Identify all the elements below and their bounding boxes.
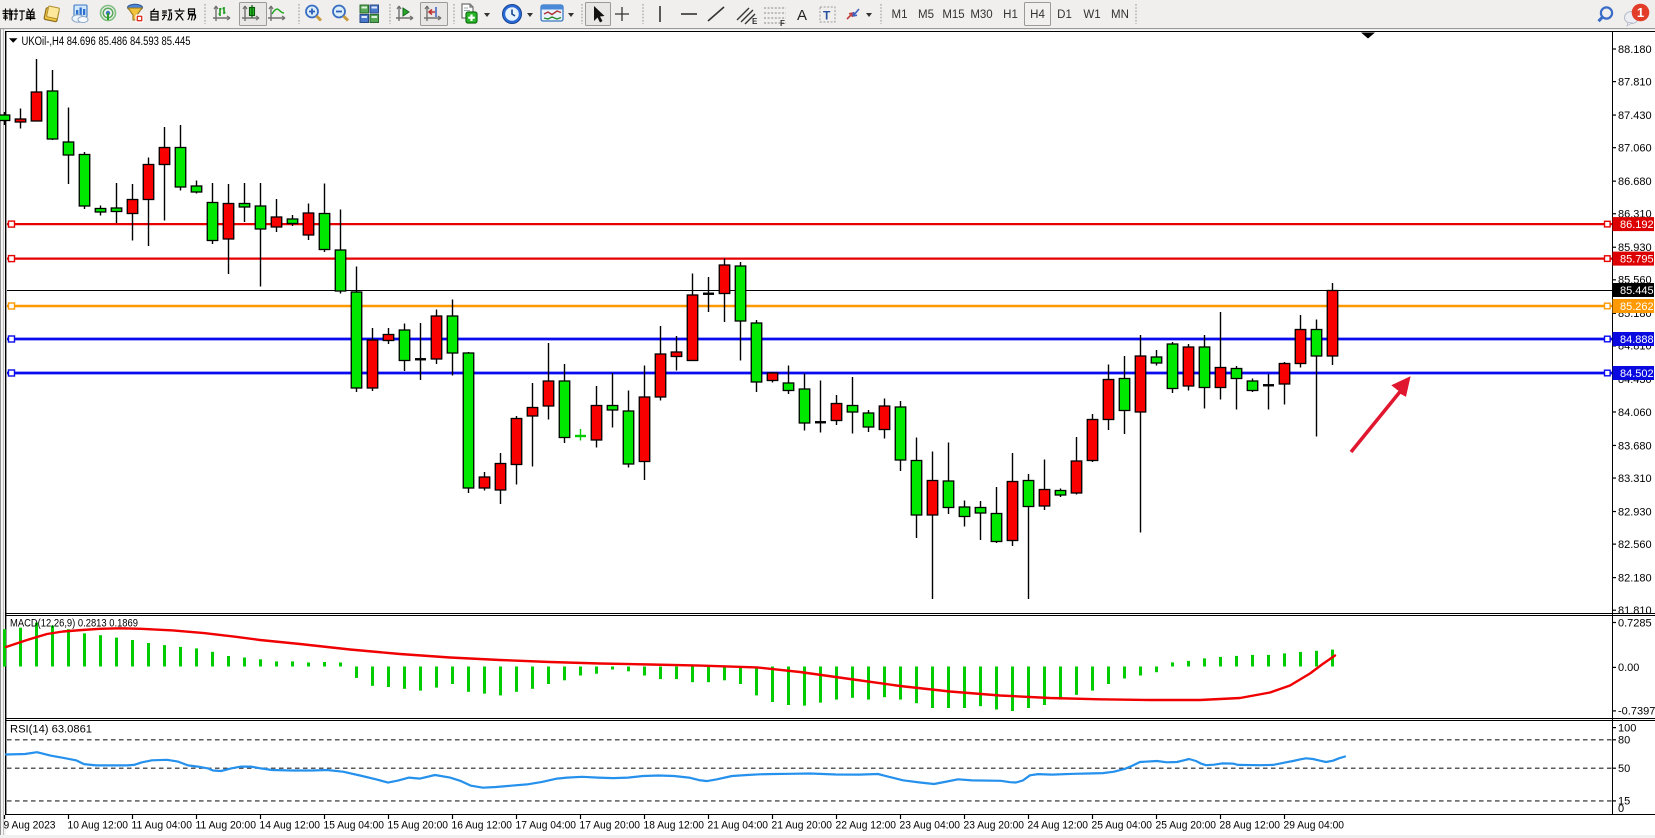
svg-text:25 Aug 20:00: 25 Aug 20:00	[1156, 820, 1217, 832]
svg-text:UKOil-,H4 84.696 85.486 84.59: UKOil-,H4 84.696 85.486 84.593 85.445	[22, 36, 191, 48]
svg-text:14 Aug 12:00: 14 Aug 12:00	[260, 820, 321, 832]
svg-text:83.310: 83.310	[1618, 473, 1652, 485]
svg-text:11 Aug 04:00: 11 Aug 04:00	[132, 820, 193, 832]
svg-text:50: 50	[1618, 763, 1630, 775]
svg-text:RSI(14) 63.0861: RSI(14) 63.0861	[10, 724, 92, 736]
svg-text:84.888: 84.888	[1620, 334, 1654, 346]
svg-text:86.192: 86.192	[1620, 219, 1654, 231]
svg-text:84.502: 84.502	[1620, 368, 1654, 380]
svg-text:83.680: 83.680	[1618, 440, 1652, 452]
svg-text:W1: W1	[1083, 9, 1100, 21]
svg-text:H1: H1	[1003, 9, 1018, 21]
svg-text:22 Aug 12:00: 22 Aug 12:00	[836, 820, 897, 832]
svg-text:1: 1	[1637, 5, 1644, 20]
svg-text:82.180: 82.180	[1618, 572, 1652, 584]
svg-text:21 Aug 04:00: 21 Aug 04:00	[708, 820, 769, 832]
svg-text:M1: M1	[892, 9, 908, 21]
svg-text:10 Aug 12:00: 10 Aug 12:00	[68, 820, 129, 832]
svg-text:MACD(12,26,9) 0.2813 0.1869: MACD(12,26,9) 0.2813 0.1869	[10, 618, 138, 630]
svg-text:25 Aug 04:00: 25 Aug 04:00	[1092, 820, 1153, 832]
svg-text:M15: M15	[942, 9, 964, 21]
svg-text:17 Aug 04:00: 17 Aug 04:00	[516, 820, 577, 832]
svg-text:84.060: 84.060	[1618, 407, 1652, 419]
svg-text:MN: MN	[1111, 9, 1129, 21]
svg-text:82.560: 82.560	[1618, 539, 1652, 551]
svg-text:87.060: 87.060	[1618, 142, 1652, 154]
svg-text:15: 15	[1618, 796, 1630, 808]
svg-text:11 Aug 20:00: 11 Aug 20:00	[196, 820, 257, 832]
svg-text:T: T	[823, 9, 831, 23]
svg-text:88.180: 88.180	[1618, 44, 1652, 56]
svg-text:-0.7397: -0.7397	[1618, 706, 1655, 718]
svg-text:85.445: 85.445	[1620, 285, 1654, 297]
svg-text:85.262: 85.262	[1620, 301, 1654, 313]
svg-text:15 Aug 04:00: 15 Aug 04:00	[324, 820, 385, 832]
svg-text:16 Aug 12:00: 16 Aug 12:00	[452, 820, 513, 832]
svg-text:D1: D1	[1057, 9, 1072, 21]
svg-text:23 Aug 20:00: 23 Aug 20:00	[964, 820, 1025, 832]
svg-text:29 Aug 04:00: 29 Aug 04:00	[1284, 820, 1345, 832]
svg-text:0.00: 0.00	[1618, 662, 1639, 674]
svg-text:85.930: 85.930	[1618, 242, 1652, 254]
svg-text:F: F	[780, 19, 785, 28]
svg-text:H4: H4	[1030, 9, 1045, 21]
svg-text:80: 80	[1618, 735, 1630, 747]
svg-text:86.680: 86.680	[1618, 176, 1652, 188]
svg-text:21 Aug 20:00: 21 Aug 20:00	[772, 820, 833, 832]
svg-text:M30: M30	[970, 9, 992, 21]
svg-text:17 Aug 20:00: 17 Aug 20:00	[580, 820, 641, 832]
svg-text:87.810: 87.810	[1618, 76, 1652, 88]
svg-text:18 Aug 12:00: 18 Aug 12:00	[644, 820, 705, 832]
svg-text:9 Aug 2023: 9 Aug 2023	[4, 820, 56, 832]
svg-text:A: A	[797, 7, 807, 24]
svg-text:81.810: 81.810	[1618, 605, 1652, 617]
svg-text:82.930: 82.930	[1618, 506, 1652, 518]
svg-text:0: 0	[1618, 803, 1624, 815]
svg-text:E: E	[752, 17, 758, 26]
svg-text:87.430: 87.430	[1618, 110, 1652, 122]
svg-text:0.7285: 0.7285	[1618, 617, 1652, 629]
svg-text:23 Aug 04:00: 23 Aug 04:00	[900, 820, 961, 832]
svg-text:85.795: 85.795	[1620, 254, 1654, 266]
svg-text:M5: M5	[918, 9, 934, 21]
svg-text:100: 100	[1618, 722, 1636, 734]
svg-text:15 Aug 20:00: 15 Aug 20:00	[388, 820, 449, 832]
svg-text:24 Aug 12:00: 24 Aug 12:00	[1028, 820, 1089, 832]
svg-text:28 Aug 12:00: 28 Aug 12:00	[1220, 820, 1281, 832]
